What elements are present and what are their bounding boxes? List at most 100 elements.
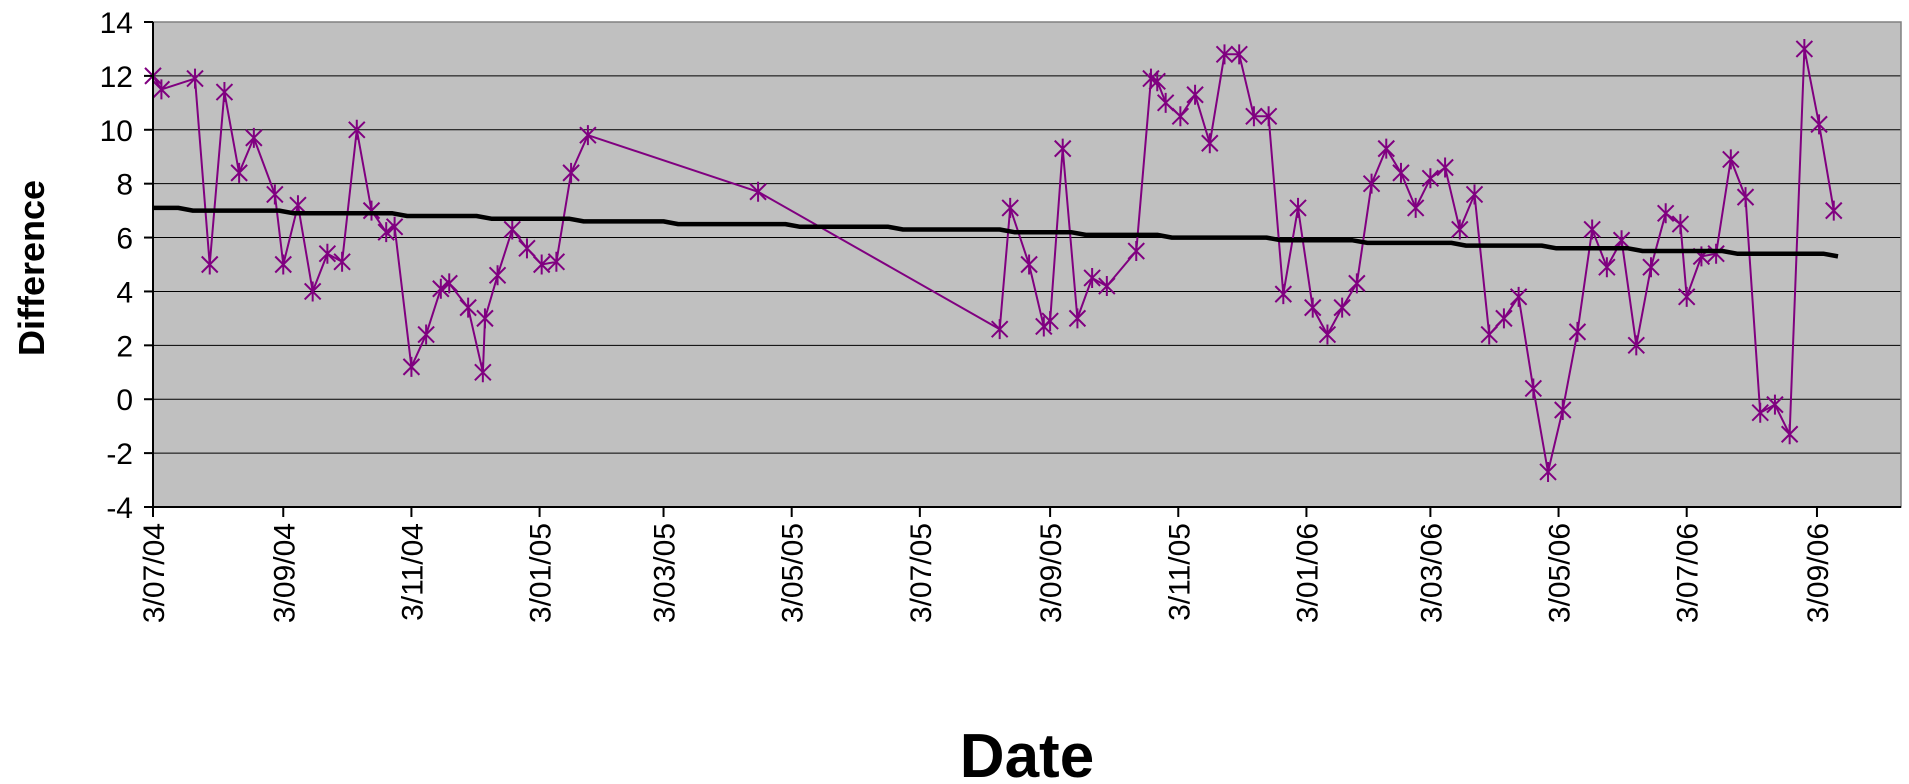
data-point	[1245, 106, 1263, 127]
data-point	[1707, 243, 1725, 264]
data-point	[245, 127, 263, 148]
data-point	[1436, 157, 1454, 178]
data-point	[1766, 394, 1784, 415]
data-point	[1259, 106, 1278, 127]
data-point	[440, 273, 458, 294]
data-point	[547, 251, 566, 272]
y-tick-label: 8	[116, 169, 133, 202]
y-tick-label: 10	[100, 115, 133, 148]
y-tick-label: 6	[116, 223, 133, 256]
series-layer	[144, 38, 1843, 482]
y-axis-title: Difference	[11, 180, 52, 356]
x-tick-label: 3/03/06	[1415, 523, 1448, 623]
data-point	[459, 297, 477, 318]
data-point	[1098, 276, 1116, 297]
data-point	[1480, 324, 1498, 345]
data-point	[1825, 200, 1843, 221]
x-tick-label: 3/01/05	[525, 523, 558, 623]
data-point	[474, 362, 492, 383]
x-tick-label: 3/09/06	[1802, 523, 1835, 623]
x-tick-label: 3/07/05	[905, 523, 938, 623]
data-point	[503, 219, 521, 240]
data-point	[1020, 254, 1038, 275]
data-point	[488, 265, 507, 286]
data-point	[1201, 133, 1219, 154]
x-tick-label: 3/03/05	[649, 523, 682, 623]
data-point	[476, 308, 494, 329]
data-point	[1289, 197, 1307, 218]
y-tick-label: 0	[116, 384, 133, 417]
data-point	[377, 222, 395, 243]
data-point	[1627, 335, 1645, 356]
data-point	[562, 162, 580, 183]
data-point	[1465, 184, 1484, 205]
data-point	[990, 319, 1009, 340]
data-point	[1568, 321, 1587, 342]
data-point	[1642, 257, 1660, 278]
data-point	[1083, 267, 1101, 288]
data-point	[1495, 308, 1513, 329]
data-point	[518, 238, 536, 259]
data-point	[1333, 297, 1351, 318]
y-tick-label: 14	[100, 7, 133, 40]
data-point	[1041, 311, 1059, 332]
data-point	[362, 200, 381, 221]
data-point	[1451, 219, 1469, 240]
data-point	[1148, 71, 1166, 92]
data-point	[215, 82, 234, 103]
data-point	[1127, 241, 1145, 262]
data-point	[1054, 138, 1072, 159]
y-tick-label: 2	[116, 330, 133, 363]
y-tick-label: 4	[116, 276, 133, 309]
data-point	[1524, 378, 1543, 399]
data-point	[1751, 402, 1769, 423]
x-tick-label: 3/11/05	[1163, 523, 1196, 621]
x-tick-label: 3/09/05	[1035, 523, 1068, 623]
y-tick-label: -4	[106, 492, 133, 525]
data-point	[1509, 286, 1528, 307]
data-point	[152, 79, 171, 100]
data-point	[1186, 84, 1204, 105]
data-point	[1001, 197, 1019, 218]
data-point	[1348, 273, 1366, 294]
x-tick-label: 3/07/06	[1672, 523, 1705, 623]
data-point	[1230, 44, 1248, 65]
data-point	[1656, 203, 1675, 224]
data-point	[186, 68, 204, 89]
data-point	[432, 278, 450, 299]
data-point	[303, 281, 322, 302]
data-point	[749, 181, 767, 202]
data-point	[1068, 308, 1087, 329]
data-point	[201, 254, 219, 275]
data-point	[230, 162, 248, 183]
y-tick-label: 12	[100, 61, 133, 94]
x-tick-label: 3/07/04	[138, 523, 171, 623]
data-point	[417, 324, 435, 345]
data-point	[1406, 197, 1425, 218]
x-tick-label: 3/05/06	[1544, 523, 1577, 623]
plot-area	[153, 22, 1901, 507]
x-tick-label: 3/09/04	[268, 523, 301, 623]
data-point	[1318, 324, 1337, 345]
data-point	[1421, 168, 1440, 189]
y-tick-label: -2	[106, 438, 133, 471]
data-point	[1215, 44, 1234, 65]
axes: 14 12 10 8 6 4 2 0 -2 -43/07/04 3/09/04 3/11/04 3/01…	[100, 7, 1901, 623]
x-axis-title: Date	[960, 722, 1094, 784]
data-point	[318, 243, 337, 264]
data-point	[1392, 162, 1410, 183]
x-tick-label: 3/01/06	[1291, 523, 1324, 623]
data-point	[1671, 214, 1690, 235]
data-point	[402, 356, 421, 377]
data-point	[1377, 138, 1395, 159]
data-point	[1554, 400, 1572, 420]
data-point	[266, 184, 284, 205]
data-point	[1677, 286, 1696, 307]
data-point	[385, 216, 404, 237]
data-point	[1274, 284, 1293, 305]
data-point	[1780, 424, 1799, 445]
data-point	[1171, 106, 1190, 127]
data-point	[1736, 187, 1755, 208]
data-point	[1304, 297, 1322, 318]
